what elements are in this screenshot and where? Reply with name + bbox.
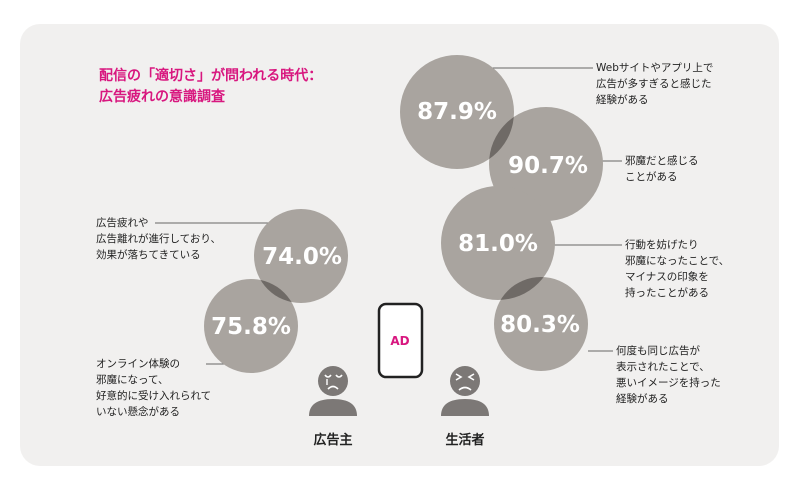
value-81-0: 81.0%	[458, 231, 538, 257]
advertiser-person-icon	[309, 366, 357, 416]
caption-80-3: 何度も同じ広告が 表示されたことで、 悪いイメージを持った 経験がある	[616, 345, 721, 405]
bubble-80-3	[494, 277, 588, 371]
value-90-7: 90.7%	[508, 153, 588, 179]
value-87-9: 87.9%	[417, 99, 497, 125]
bubble-87-9	[400, 55, 514, 169]
bubble-75-8	[204, 279, 298, 373]
title-line-2: 広告疲れの意識調査	[99, 89, 225, 105]
caption-90-7: 邪魔だと感じる ことがある	[625, 155, 699, 183]
page-title: 配信の「適切さ」が問われる時代： 広告疲れの意識調査	[99, 66, 322, 108]
smartphone-icon: AD	[377, 302, 424, 379]
advertiser-label: 広告主	[313, 433, 353, 448]
phone-ad-label: AD	[390, 334, 409, 348]
consumer-label: 生活者	[445, 433, 485, 448]
consumer-person-icon	[441, 366, 489, 416]
caption-87-9: Webサイトやアプリ上で 広告が多すぎると感じた 経験がある	[596, 62, 714, 106]
value-75-8: 75.8%	[211, 314, 291, 340]
bubble-81-0	[441, 186, 555, 300]
caption-81-0: 行動を妨げたり 邪魔になったことで、 マイナスの印象を 持ったことがある	[625, 239, 730, 299]
caption-74-0: 広告疲れや 広告離れが進行しており、 効果が落ちてきている	[96, 217, 221, 261]
title-line-1: 配信の「適切さ」が問われる時代：	[99, 68, 323, 84]
caption-75-8: オンライン体験の 邪魔になって、 好意的に受け入れられて いない懸念がある	[96, 358, 212, 418]
bubble-74-0	[254, 209, 348, 303]
card-background	[20, 24, 779, 466]
value-74-0: 74.0%	[262, 244, 342, 270]
value-80-3: 80.3%	[500, 312, 580, 338]
